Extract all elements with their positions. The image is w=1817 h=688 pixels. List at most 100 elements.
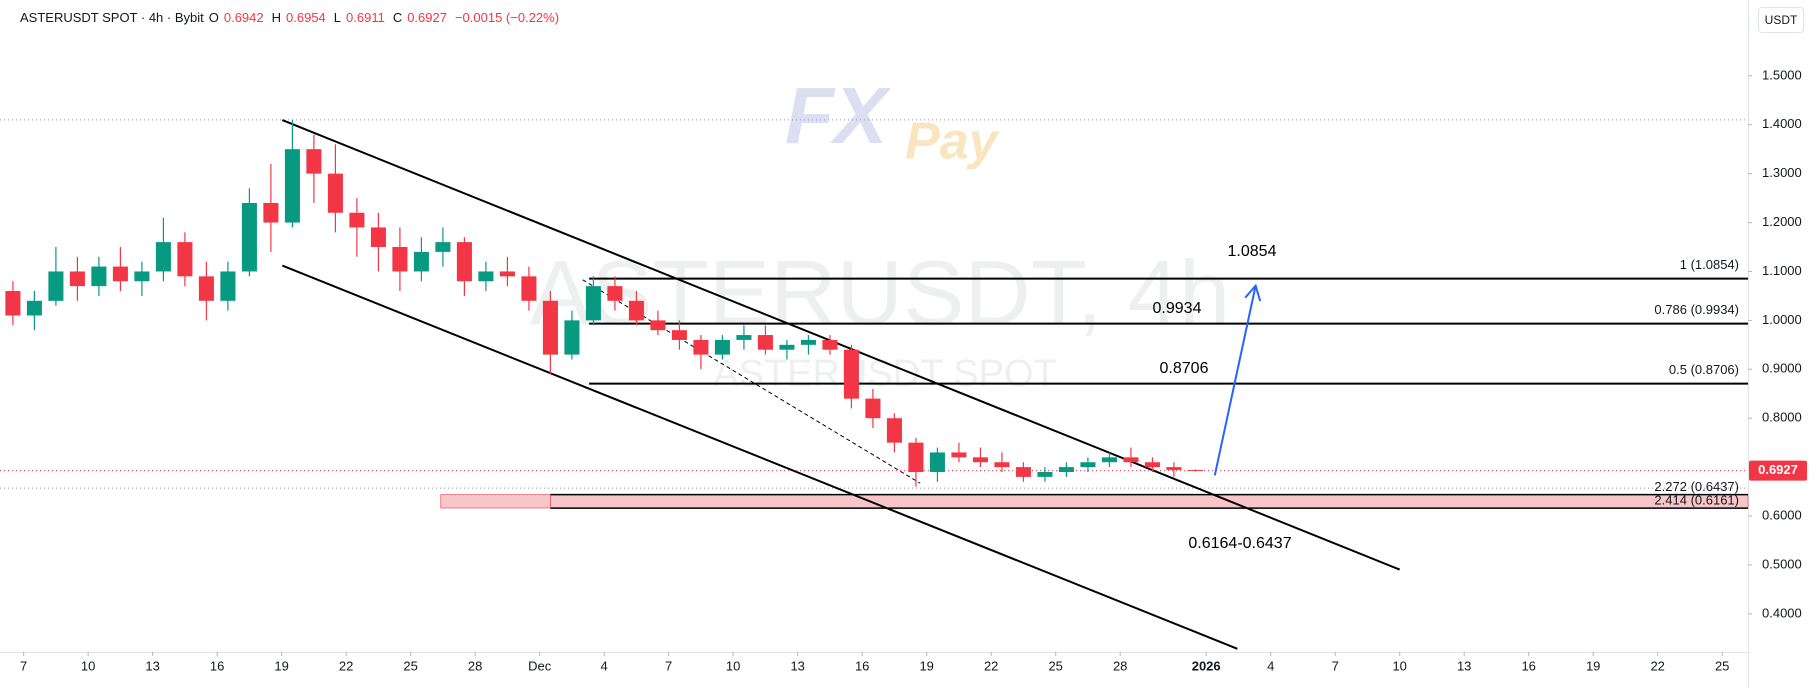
x-tick-label: 10 — [1392, 658, 1406, 673]
y-tick-label: 1.0000 — [1762, 312, 1802, 327]
ohlc-value: 0.6911 — [346, 10, 385, 25]
ohlc-value: 0.6954 — [286, 10, 326, 25]
candle-body — [241, 202, 257, 272]
candle-body — [198, 276, 214, 301]
y-tick-label: 0.4000 — [1762, 605, 1802, 620]
logo-fx: FX — [785, 71, 892, 160]
x-tick-label: 19 — [274, 658, 288, 673]
candle-body — [585, 286, 601, 321]
candle-body — [628, 300, 644, 321]
x-tick-label: 22 — [984, 658, 998, 673]
x-tick-label: 28 — [1113, 658, 1127, 673]
candle-body — [456, 242, 472, 282]
candle-body — [779, 344, 795, 350]
candle-body — [564, 320, 580, 355]
y-tick-label: 1.1000 — [1762, 263, 1802, 278]
candle-body — [26, 300, 42, 316]
x-tick-label: 7 — [1332, 658, 1339, 673]
x-tick-label: 7 — [20, 658, 27, 673]
candle-body — [499, 271, 515, 277]
candle-body — [865, 398, 881, 419]
ohlc-value: 0.6927 — [407, 10, 447, 25]
candle-body — [994, 462, 1010, 468]
candle-body — [929, 452, 945, 473]
candle-body — [1166, 467, 1182, 470]
y-tick-label: 0.8000 — [1762, 410, 1802, 425]
candle-body — [112, 266, 128, 282]
candle-body — [306, 149, 322, 174]
x-tick-label: 13 — [790, 658, 804, 673]
candle-body — [1058, 467, 1074, 473]
x-tick-label: 4 — [601, 658, 608, 673]
x-tick-label: 10 — [726, 658, 740, 673]
candle-body — [69, 271, 85, 287]
x-tick-label: 16 — [1521, 658, 1535, 673]
candle-body — [972, 457, 988, 463]
candle-body — [91, 266, 107, 287]
y-tick-label: 1.2000 — [1762, 214, 1802, 229]
candle-body — [886, 418, 902, 443]
y-tick-label: 0.6000 — [1762, 507, 1802, 522]
candle-body — [714, 339, 730, 355]
x-tick-label: 22 — [1650, 658, 1664, 673]
candle-body — [671, 330, 687, 340]
candle-body — [392, 247, 408, 272]
y-tick-label: 1.5000 — [1762, 67, 1802, 82]
candle-body — [757, 335, 773, 350]
candle-body — [650, 320, 666, 331]
arrow-head — [1244, 283, 1262, 302]
candle-body — [542, 300, 558, 355]
candle-body — [693, 339, 709, 355]
fib-callout: 1.0854 — [1228, 243, 1277, 260]
candle-body — [607, 286, 623, 301]
zone — [550, 494, 1749, 509]
candle-body — [908, 442, 924, 473]
currency-button[interactable]: USDT — [1758, 7, 1804, 33]
channel-line — [281, 264, 1238, 650]
logo-pay: Pay — [905, 113, 1001, 171]
y-tick-label: 0.9000 — [1762, 361, 1802, 376]
fib-callout: 0.8706 — [1160, 360, 1209, 377]
candle-body — [521, 276, 537, 301]
fib-callout: 0.9934 — [1153, 300, 1202, 317]
watermark-subtitle: ASTERUSDT SPOT — [713, 353, 1056, 395]
ohlc-label: H — [271, 10, 282, 25]
x-tick-label: 4 — [1267, 658, 1274, 673]
x-tick-label: 22 — [339, 658, 353, 673]
fib-label: 0.5 (0.8706) — [1669, 362, 1739, 377]
x-tick-label: 28 — [468, 658, 482, 673]
candle-body — [48, 271, 64, 301]
x-tick-label: 13 — [1457, 658, 1471, 673]
candle-body — [413, 251, 429, 272]
candle-body — [1015, 467, 1031, 477]
candle-body — [349, 212, 365, 228]
candle-body — [1187, 469, 1203, 471]
candle-body — [435, 242, 451, 252]
candle-body — [843, 349, 859, 399]
symbol: ASTERUSDT SPOT · 4h · Bybit — [20, 10, 204, 25]
change: −0.0015 (−0.22%) — [454, 10, 560, 25]
x-tick-label: 16 — [210, 658, 224, 673]
x-tick-label: 19 — [1586, 658, 1600, 673]
last-price-label: 0.6927 — [1758, 462, 1798, 477]
x-tick-label: 25 — [403, 658, 417, 673]
x-tick-label: 16 — [855, 658, 869, 673]
x-tick-label: 10 — [81, 658, 95, 673]
candle-body — [1123, 457, 1139, 463]
x-tick-label: 25 — [1048, 658, 1062, 673]
channel-line — [281, 119, 1401, 571]
x-tick-label: 7 — [665, 658, 672, 673]
ohlc-label: L — [333, 10, 342, 25]
legend-header: ASTERUSDT SPOT · 4h · Bybit O 0.6942 H 0.6… — [20, 10, 562, 25]
zone-extension — [440, 494, 551, 509]
ohlc-label: O — [208, 10, 219, 25]
x-tick-label: 25 — [1715, 658, 1729, 673]
candle-body — [155, 242, 171, 272]
candle-body — [478, 271, 494, 282]
candle-body — [1080, 462, 1096, 468]
y-tick-label: 0.5000 — [1762, 556, 1802, 571]
ohlc-label: C — [392, 10, 403, 25]
y-tick-label: 1.3000 — [1762, 165, 1802, 180]
